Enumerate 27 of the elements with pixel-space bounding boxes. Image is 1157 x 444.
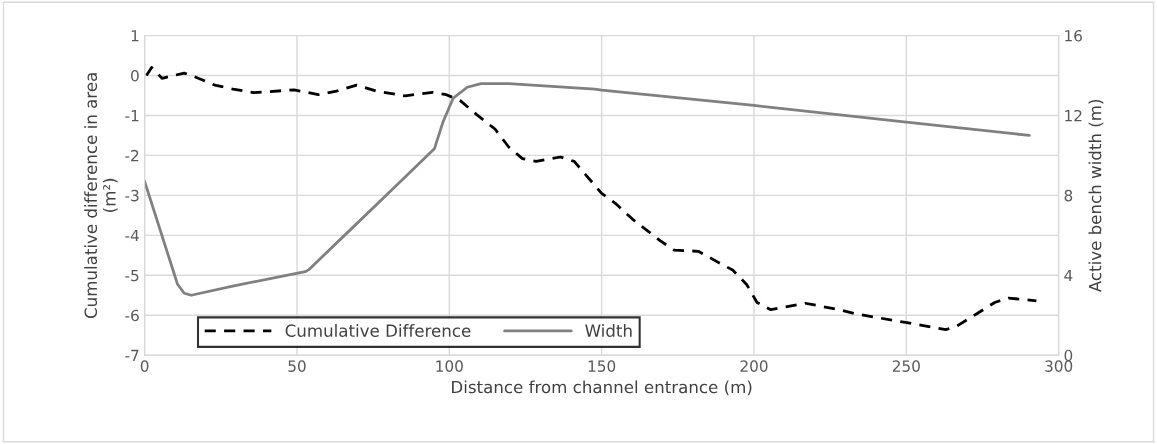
y2-tick-label: 12 (1065, 109, 1082, 122)
x-tick-label: 250 (892, 360, 920, 372)
y-tick-label: 0 (131, 69, 139, 82)
x-tick-label: 50 (288, 360, 306, 372)
x-tick-label: 200 (740, 360, 768, 372)
y-tick-label: -4 (125, 229, 139, 242)
y-tick-label: -2 (125, 149, 139, 162)
y-tick-label: -3 (125, 189, 139, 202)
y2-tick-label: 0 (1064, 349, 1073, 362)
x-tick-label: 150 (588, 360, 616, 372)
y2-tick-label: 8 (1064, 189, 1073, 202)
y-tick-label: -5 (125, 269, 139, 282)
y-tick-label: -1 (125, 110, 139, 122)
y2-tick-label: 4 (1064, 269, 1073, 282)
y2-axis-title: Active bench width (m) (1088, 99, 1104, 293)
y-tick-label: -7 (125, 349, 139, 361)
y-tick-label: -6 (125, 309, 139, 322)
line-series (144, 82, 1031, 297)
x-tick-label: 0 (140, 360, 149, 372)
legend-label: Width (585, 324, 632, 337)
x-tick-label: 100 (436, 360, 463, 372)
y2-tick-label: 16 (1065, 29, 1082, 42)
x-axis-title: Distance from channel entrance (m) (452, 380, 752, 396)
legend-label: Cumulative Difference (285, 324, 471, 337)
x-tick-label: 300 (1045, 360, 1073, 372)
y-tick-label: 1 (131, 30, 139, 42)
y-axis-title: Cumulative difference in area (m²) (84, 73, 118, 319)
